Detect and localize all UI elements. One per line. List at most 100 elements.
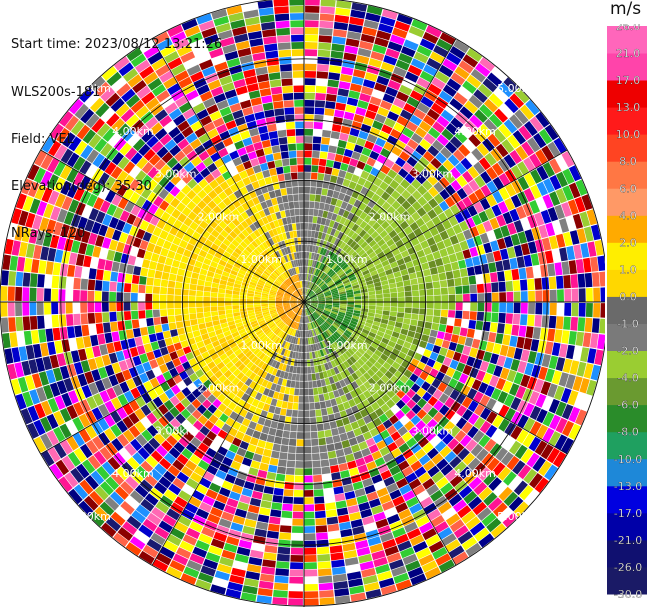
gate-55-15 <box>191 272 200 279</box>
gate-84-9 <box>281 364 287 372</box>
gate-63-41 <box>4 348 14 364</box>
gate-43-38 <box>116 83 131 97</box>
gate-5-23 <box>462 249 472 259</box>
gate-117-34 <box>547 328 556 342</box>
gate-59-23 <box>130 292 138 302</box>
gate-59-21 <box>145 293 153 302</box>
gate-78-13 <box>244 378 253 387</box>
gate-21-40 <box>422 31 439 44</box>
gate-57-0 <box>297 301 304 302</box>
gate-75-12 <box>237 363 246 372</box>
gate-13-1 <box>309 292 315 298</box>
gate-20-22 <box>376 154 387 165</box>
gate-29-5 <box>304 259 307 266</box>
gate-53-19 <box>167 250 176 259</box>
gate-59-11 <box>217 297 225 302</box>
gate-70-26 <box>135 396 146 408</box>
gate-71-1 <box>292 305 299 311</box>
gate-41-5 <box>278 266 285 273</box>
gate-0-18 <box>434 295 441 302</box>
gate-85-23 <box>259 462 269 472</box>
gate-73-27 <box>146 425 159 437</box>
gate-33-24 <box>267 123 277 132</box>
ppi-scan: 1.00km1.00km1.00km1.00km2.00km2.00km2.00… <box>0 0 605 607</box>
gate-81-3 <box>291 321 296 328</box>
gate-65-26 <box>115 350 125 362</box>
gate-11-10 <box>362 255 371 263</box>
gate-55-20 <box>156 262 165 272</box>
gate-51-9 <box>238 269 246 276</box>
gate-63-33 <box>61 339 71 353</box>
gate-40-35 <box>163 76 178 89</box>
gate-6-17 <box>419 256 428 264</box>
gate-31-13 <box>293 201 300 209</box>
gate-63-30 <box>83 336 92 348</box>
gate-116-31 <box>523 337 533 350</box>
gate-49-39 <box>54 144 68 160</box>
gate-29-16 <box>304 179 311 187</box>
gate-34-28 <box>250 97 262 106</box>
gate-67-34 <box>68 390 79 404</box>
gate-39-6 <box>279 257 285 265</box>
gate-118-9 <box>368 305 376 310</box>
gate-29-35 <box>304 42 318 49</box>
gate-16-6 <box>331 263 338 270</box>
gate-31-38 <box>275 20 290 29</box>
gate-6-25 <box>473 235 483 247</box>
gate-35-11 <box>277 218 284 227</box>
gate-75-30 <box>145 455 159 468</box>
gate-40-39 <box>147 51 163 65</box>
gate-11-37 <box>521 141 535 157</box>
gate-12-30 <box>473 161 486 175</box>
gate-88-18 <box>289 431 297 439</box>
gate-31-26 <box>284 107 295 115</box>
gate-21-21 <box>366 157 376 167</box>
gate-50-41 <box>34 150 47 167</box>
gate-118-21 <box>455 310 463 319</box>
gate-26-37 <box>346 31 362 40</box>
gate-74-32 <box>126 457 140 470</box>
gate-80-15 <box>246 396 255 405</box>
gate-48-27 <box>134 183 146 195</box>
gate-18-9 <box>339 241 347 250</box>
gate-43-28 <box>164 139 177 151</box>
gate-87-34 <box>264 545 278 554</box>
gate-36-35 <box>211 54 226 66</box>
gate-32-13 <box>288 201 295 209</box>
gate-68-26 <box>126 378 136 390</box>
gate-9-36 <box>530 169 543 184</box>
gate-70-13 <box>216 349 225 357</box>
gate-41-25 <box>194 144 206 156</box>
gate-53-20 <box>160 247 169 257</box>
gate-2-24 <box>475 274 484 284</box>
gate-47-33 <box>105 147 119 161</box>
gate-76-3 <box>285 318 291 324</box>
gate-95-22 <box>345 453 355 463</box>
gate-61-9 <box>232 305 240 310</box>
gate-39-27 <box>203 121 216 133</box>
gate-55-28 <box>99 247 109 260</box>
gate-82-10 <box>271 368 278 376</box>
gate-5-37 <box>559 218 570 233</box>
gate-78-9 <box>261 354 269 363</box>
gate-35-2 <box>297 281 301 289</box>
gate-44-23 <box>182 173 193 184</box>
gate-45-38 <box>95 102 110 118</box>
gate-76-16 <box>222 388 231 397</box>
gate-10-39 <box>541 145 555 161</box>
gate-86-14 <box>281 401 288 409</box>
gate-16-16 <box>377 207 386 216</box>
gate-87-26 <box>273 487 284 496</box>
gate-73-23 <box>169 406 180 418</box>
gate-41-32 <box>164 102 178 115</box>
gate-25-1 <box>305 288 308 295</box>
gate-64-32 <box>70 350 81 363</box>
gate-43-35 <box>130 99 145 114</box>
gate-92-34 <box>329 545 343 554</box>
gate-76-11 <box>246 361 254 369</box>
gate-88-11 <box>295 381 300 389</box>
gate-39-35 <box>174 70 189 83</box>
gate-39-28 <box>200 115 212 127</box>
gate-69-8 <box>246 328 254 335</box>
gate-16-36 <box>468 94 483 109</box>
